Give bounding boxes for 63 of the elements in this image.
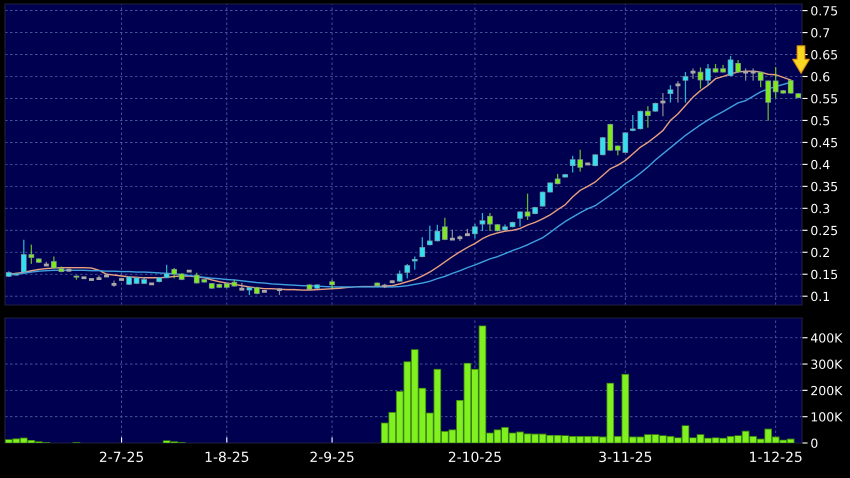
candlestick — [758, 71, 764, 88]
y-tick-label: 400K — [810, 333, 843, 343]
candlestick — [540, 191, 546, 207]
y-tick-label: 0.6 — [811, 72, 830, 82]
y-tick-label: 0.75 — [811, 6, 838, 16]
candlestick — [622, 132, 628, 154]
x-tick-label: 2-10-25 — [448, 452, 501, 462]
y-tick-label: 300K — [811, 360, 843, 369]
candlestick — [570, 156, 576, 172]
x-tick-label: 3-11-25 — [599, 452, 652, 462]
y-tick-label: 0.1 — [811, 292, 830, 302]
candlestick — [788, 80, 794, 94]
y-tick-label: 100K — [812, 412, 843, 422]
candlestick — [765, 80, 771, 121]
candlestick — [194, 272, 200, 284]
candlestick — [682, 72, 688, 103]
y-tick-label: 0.15 — [811, 270, 838, 280]
y-tick-label: 0.25 — [811, 226, 838, 236]
candlestick — [600, 136, 606, 156]
y-tick-label: 0.4 — [811, 160, 830, 170]
candlestick — [396, 270, 403, 282]
y-tick-label: 0 — [811, 438, 818, 448]
candlestick — [404, 264, 410, 278]
candlestick — [472, 224, 478, 238]
candlestick — [547, 182, 553, 193]
candlestick — [630, 114, 636, 132]
candlestick — [645, 106, 651, 128]
candlestick — [448, 230, 456, 240]
candlestick — [749, 68, 757, 81]
candlestick — [20, 240, 27, 273]
y-tick-label: 0.3 — [811, 204, 830, 214]
candlestick — [164, 264, 170, 278]
candlestick — [28, 244, 34, 264]
candlestick — [554, 174, 560, 184]
y-tick-label: 0.5 — [811, 116, 830, 126]
candlestick — [577, 150, 584, 172]
y-tick-label: 0.7 — [811, 28, 830, 38]
candlestick — [171, 268, 178, 278]
candlestick — [772, 67, 779, 98]
x-tick-label: 1-12-25 — [750, 452, 802, 462]
candlestick — [442, 218, 448, 240]
candlestick — [659, 93, 667, 116]
x-tick-label: 2-7-25 — [100, 452, 144, 462]
candlestick — [674, 81, 682, 103]
candlestick — [742, 68, 750, 81]
candlestick — [434, 224, 440, 242]
candlestick — [592, 154, 598, 166]
candlestick — [426, 226, 433, 246]
y-tick-label: 0.2 — [811, 248, 829, 258]
candlestick — [412, 256, 418, 270]
x-tick-label: 2-9-25 — [310, 452, 354, 462]
y-tick-label: 0.55 — [811, 94, 838, 104]
candlestick — [689, 68, 697, 79]
y-tick-label: 0.45 — [811, 138, 838, 148]
y-tick-label: 0.65 — [811, 50, 838, 60]
y-tick-label: 0.35 — [811, 182, 838, 192]
candlestick — [735, 60, 741, 73]
candlestick — [668, 85, 674, 103]
candlestick — [51, 256, 57, 269]
y-tick-label: 200K — [811, 386, 843, 396]
candlestick — [419, 237, 426, 258]
x-tick-label: 1-8-25 — [206, 452, 248, 462]
candlestick — [638, 110, 644, 130]
